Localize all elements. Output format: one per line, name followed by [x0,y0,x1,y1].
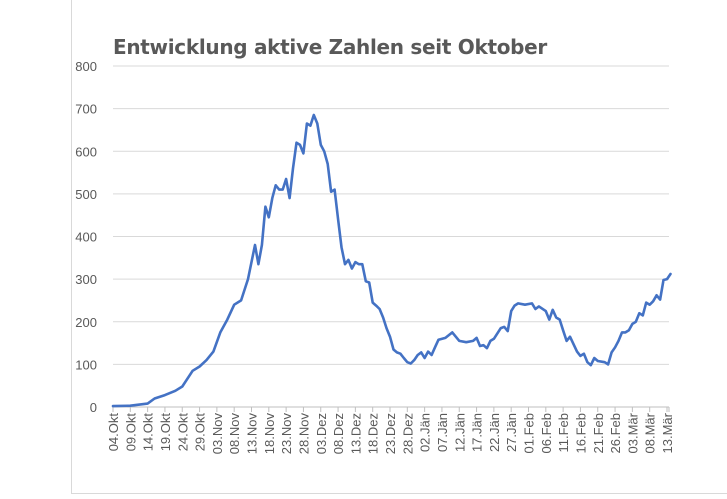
x-tick-label: 21.Feb [591,413,606,453]
x-tick-label: 08.Nov [227,413,242,455]
x-tick-label: 22.Jän [487,413,502,452]
chart-title: Entwicklung aktive Zahlen seit Oktober [113,35,547,59]
x-tick-label: 29.Okt [193,413,208,452]
y-tick-label: 100 [75,357,97,372]
x-tick-label: 13.Nov [245,413,260,455]
x-tick-label: 24.Okt [175,413,190,452]
x-tick-label: 26.Feb [608,413,623,453]
x-tick-label: 03.Nov [210,413,225,455]
x-tick-label: 23.Dez [383,413,398,454]
x-tick-label: 28.Nov [296,413,311,455]
y-tick-label: 500 [75,187,97,202]
x-tick-label: 03.Mär [625,412,640,453]
x-tick-label: 18.Dez [366,413,381,454]
y-tick-label: 800 [75,59,97,74]
x-tick-label: 19.Okt [158,413,173,452]
x-tick-label: 18.Nov [262,413,277,455]
x-tick-label: 02.Jän [418,413,433,452]
x-tick-label: 07.Jän [435,413,450,452]
x-tick-label: 09.Okt [123,413,138,452]
y-tick-label: 400 [75,230,97,245]
x-tick-label: 11.Feb [556,413,571,453]
x-tick-label: 03.Dez [314,413,329,454]
y-tick-label: 300 [75,272,97,287]
x-tick-label: 13.Mär [660,412,675,453]
x-tick-label: 06.Feb [539,413,554,453]
x-tick-label: 04.Okt [106,413,121,452]
x-tick-label: 27.Jän [504,413,519,452]
x-tick-label: 12.Jän [452,413,467,452]
y-tick-label: 0 [90,400,97,415]
x-tick-label: 17.Jän [470,413,485,452]
series-line [111,113,672,408]
x-tick-label: 08.Dez [331,413,346,454]
x-tick-label: 01.Feb [522,413,537,453]
chart-area [71,0,727,494]
y-tick-label: 700 [75,102,97,117]
y-tick-label: 600 [75,144,97,159]
x-tick-label: 28.Dez [400,413,415,454]
x-tick-label: 23.Nov [279,413,294,455]
y-tick-label: 200 [75,315,97,330]
x-tick-label: 13.Dez [348,413,363,454]
x-tick-label: 16.Feb [573,413,588,453]
x-tick-label: 14.Okt [141,413,156,452]
x-tick-label: 08.Mär [643,412,658,453]
